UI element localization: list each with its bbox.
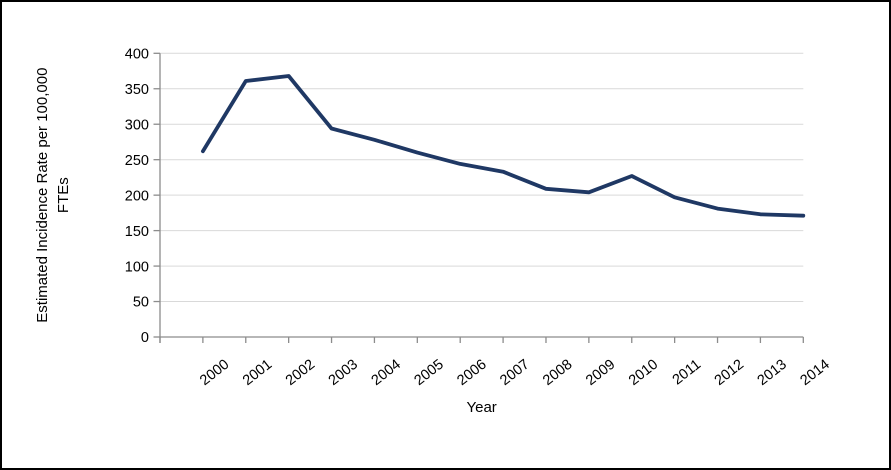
y-tick-label: 350 xyxy=(125,82,149,98)
x-tick-label: 2008 xyxy=(540,357,575,389)
x-tick-label: 2002 xyxy=(283,357,318,389)
x-tick-label: 2012 xyxy=(712,357,747,389)
x-tick-label: 2003 xyxy=(326,357,361,389)
y-tick-label: 50 xyxy=(133,295,149,311)
x-tick-label: 2014 xyxy=(797,357,832,389)
x-tick-label: 2001 xyxy=(240,357,275,389)
x-tick-label: 2006 xyxy=(454,357,489,389)
y-tick-label: 250 xyxy=(125,153,149,169)
y-tick-label: 100 xyxy=(125,259,149,275)
x-tick-label: 2013 xyxy=(755,357,790,389)
y-axis-title-line2: FTEs xyxy=(55,177,72,213)
x-tick-label: 2000 xyxy=(197,357,232,389)
y-tick-label: 150 xyxy=(125,224,149,240)
x-tick-label: 2011 xyxy=(670,357,704,389)
x-axis-title: Year xyxy=(466,399,496,416)
y-tick-label: 400 xyxy=(125,47,149,63)
y-tick-label: 200 xyxy=(125,188,149,204)
x-tick-label: 2010 xyxy=(626,357,661,389)
incidence-rate-series-line xyxy=(200,74,806,218)
x-tick-label: 2009 xyxy=(583,357,618,389)
y-tick-label: 0 xyxy=(141,330,149,346)
x-tick-label: 2007 xyxy=(497,357,532,389)
x-tick-label: 2005 xyxy=(412,357,447,389)
y-axis-title-line1: Estimated Incidence Rate per 100,000 xyxy=(34,68,51,323)
x-tick-label: 2004 xyxy=(369,357,404,389)
y-tick-label: 300 xyxy=(125,117,149,133)
